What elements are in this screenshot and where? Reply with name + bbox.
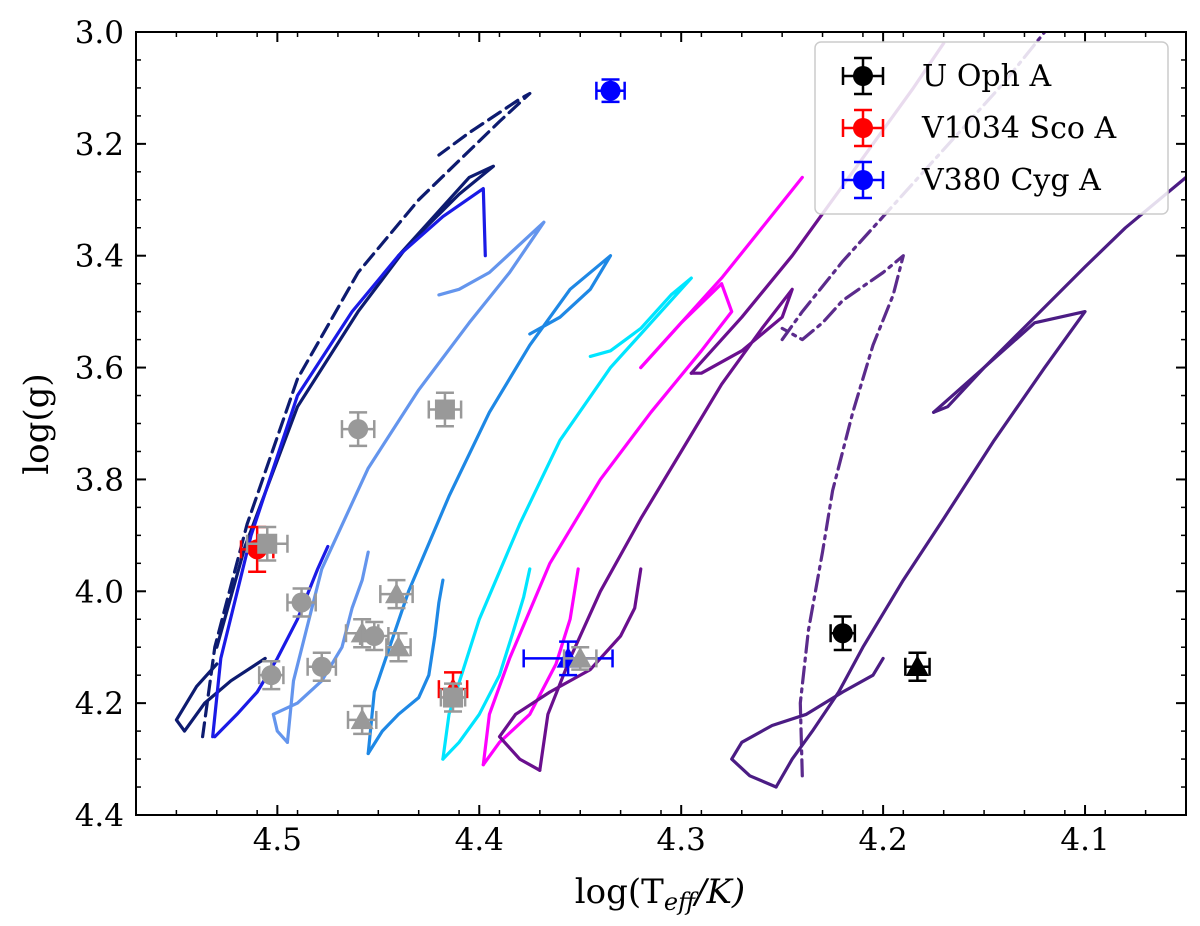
track-cornflower [285, 220, 546, 744]
point-gray-4 [286, 587, 317, 618]
point-gray-12 [439, 682, 467, 713]
point-gray-11-marker [350, 708, 374, 730]
track-purple-mid [538, 287, 794, 772]
point-gray-1 [340, 411, 376, 448]
point-gray-8 [385, 631, 412, 663]
point-gray-10-marker [261, 665, 282, 686]
y-tick-label: 3.0 [75, 15, 124, 51]
point-uoph-marker [832, 623, 853, 644]
point-uoph-b-marker [905, 655, 929, 676]
track-magenta-upper [639, 175, 804, 370]
track-cyan [441, 276, 693, 761]
point-gray-10 [257, 659, 285, 691]
track-magenta-zams [481, 567, 580, 767]
point-gray-7 [358, 620, 390, 652]
point-gray-13-marker [568, 646, 592, 668]
track-cyan-zams [441, 567, 532, 761]
point-gray-5 [379, 578, 414, 610]
point-gray-3 [245, 525, 289, 562]
legend-box [814, 41, 1169, 215]
observed-stars [239, 78, 931, 736]
point-gray-2 [427, 391, 463, 428]
point-gray-1-marker [348, 419, 369, 440]
x-tick-label: 4.4 [455, 822, 504, 858]
point-gray-9 [306, 651, 338, 683]
legend-label: V1034 Sco A [921, 111, 1117, 146]
x-axis-label: log(Teff/K) [575, 872, 745, 916]
track-dodgerblue [366, 254, 613, 756]
point-gray-8-marker [387, 635, 410, 657]
point-gray-9-marker [311, 656, 332, 677]
y-tick-label: 3.2 [75, 127, 124, 163]
point-v380cyg-marker [600, 80, 621, 101]
x-tick-label: 4.5 [253, 822, 302, 858]
legend-marker [853, 170, 873, 190]
y-tick-label: 3.4 [75, 239, 124, 275]
y-tick-label: 4.2 [75, 686, 124, 722]
point-gray-4-marker [291, 592, 312, 613]
point-uoph-b [904, 651, 931, 683]
point-gray-11 [346, 704, 378, 736]
track-purple-mid-zams [497, 567, 643, 772]
legend-label: V380 Cyg A [921, 163, 1101, 198]
x-tick-label: 4.2 [858, 822, 907, 858]
track-blue-zams [213, 544, 330, 739]
legend-marker [853, 118, 873, 138]
y-axis-label: log(g) [17, 373, 57, 474]
track-navy-zams [174, 656, 267, 733]
y-tick-label: 4.4 [75, 798, 124, 834]
point-gray-2-marker [434, 399, 455, 420]
legend-entry: V380 Cyg A [841, 160, 1101, 200]
point-gray-3-marker [257, 533, 278, 554]
legend-entry: V1034 Sco A [841, 108, 1117, 148]
x-tick-label: 4.1 [1060, 822, 1109, 858]
point-uoph [829, 615, 857, 652]
y-tick-label: 3.6 [75, 351, 124, 387]
x-tick-label: 4.3 [657, 822, 706, 858]
legend-marker [853, 66, 873, 86]
axis-ticks: 4.5 4.4 4.3 4.2 4.1 3.0 3.2 3.4 3.6 3.8 4.0 4.2 4.4 [75, 15, 1186, 858]
track-indigo-dashdot [780, 254, 905, 778]
legend-label: U Oph A [922, 59, 1051, 94]
point-gray-13 [562, 645, 598, 671]
point-gray-12-marker [443, 687, 464, 708]
legend: U Oph A V1034 Sco A V380 Cyg A [814, 41, 1169, 215]
track-blue-solid [211, 187, 487, 739]
track-indigo-zams [730, 656, 885, 789]
legend-entry: U Oph A [841, 56, 1051, 96]
point-v380cyg [595, 78, 626, 104]
point-gray-7-marker [364, 626, 385, 647]
point-gray-5-marker [385, 582, 408, 604]
track-dodgerblue-zams [366, 578, 445, 756]
y-tick-label: 3.8 [75, 462, 124, 498]
y-tick-label: 4.0 [75, 574, 124, 610]
